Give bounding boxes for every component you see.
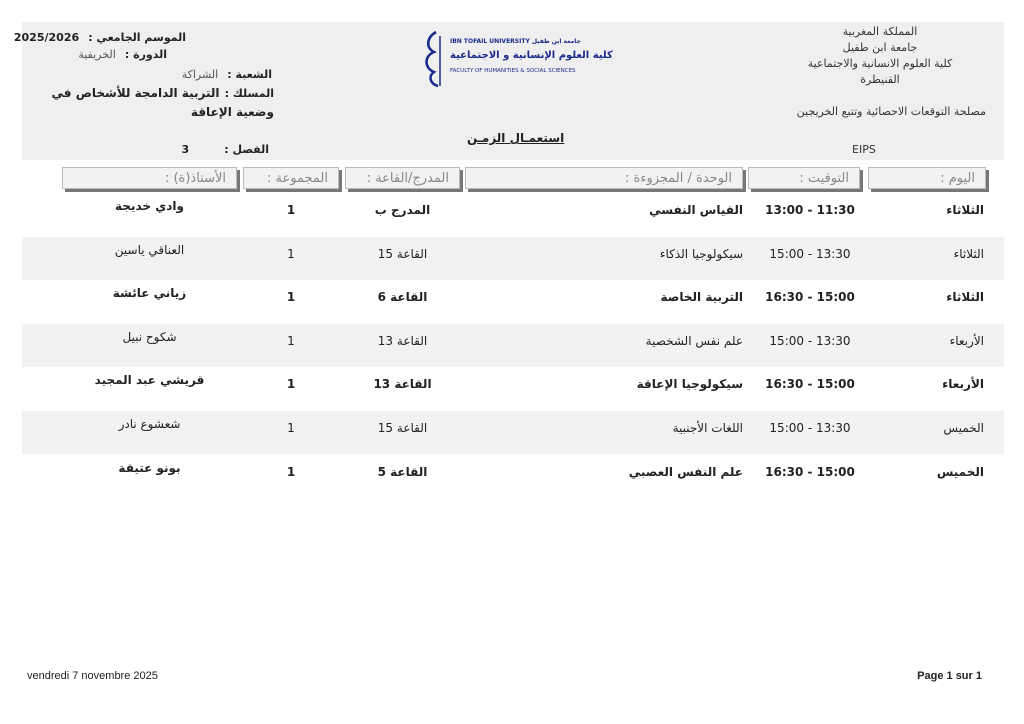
institution-line: القنيطرة [860, 73, 900, 86]
cell-day: الأربعاء [942, 377, 984, 392]
logo-text-line-2: كلية العلوم الإنسانية و الاجتماعية [450, 50, 613, 61]
cell-day: الخميس [936, 464, 984, 479]
season-value: 2025/2026 [13, 31, 80, 44]
season-label: الموسم الجامعي : [88, 31, 186, 44]
branch-label: الشعبة : [227, 68, 272, 81]
column-header-time: التوقيت : [748, 167, 860, 189]
page-title: استعمـال الزمـن [467, 131, 565, 145]
cell-group: 1 [286, 290, 296, 305]
logo-emblem-icon [425, 30, 441, 88]
column-header-group: المجموعة : [243, 167, 339, 189]
cell-time: 15:00 - 16:30 [765, 377, 855, 392]
session-value: الخريفية [78, 48, 116, 61]
cell-module: التربية الخاصة [660, 290, 744, 305]
cell-day: الثلاثاء [953, 246, 984, 261]
cell-group: 1 [286, 377, 296, 392]
institution-line: المملكة المغربية [842, 25, 918, 38]
column-header-room: المدرج/القاعة : [345, 167, 460, 189]
cell-room: القاعة 15 [377, 246, 428, 261]
track-label: المسلك : [224, 87, 274, 100]
cell-day: الثلاثاء [946, 203, 984, 217]
cell-teacher: شكوح نبيل [122, 329, 177, 344]
semester-label: الفصل : [224, 143, 269, 156]
cell-room: القاعة 5 [377, 464, 428, 479]
cell-module: علم النفس العصبي [628, 464, 743, 479]
page-number: Page 1 sur 1 [917, 670, 982, 682]
track-value: التربية الدامجة للأشخاص في وضعية الإعاقة [51, 86, 274, 119]
session-line: الدورة : الخريفية [78, 43, 167, 62]
institution-line: كلية العلوم الانسانية والاجتماعية [807, 57, 953, 70]
cell-day: الخميس [943, 421, 984, 435]
semester-value: 3 [181, 143, 190, 156]
cell-time: 13:30 - 15:00 [769, 246, 851, 261]
table-row: الأربعاء 13:30 - 15:00 علم نفس الشخصية القا… [22, 323, 1004, 367]
cell-group: 1 [287, 421, 295, 435]
print-date: vendredi 7 novembre 2025 [27, 670, 158, 682]
cell-day: الثلاثاء [946, 290, 984, 305]
logo-text-line-3: FACULTY OF HUMANITIES & SOCIAL SCIENCES [450, 68, 576, 74]
column-header-teacher: الأستاذ(ة) : [62, 167, 237, 189]
cell-group: 1 [286, 203, 296, 217]
cell-room: المدرج ب [374, 203, 431, 217]
column-header-module: الوحدة / المجزوءة : [465, 167, 743, 189]
cell-teacher: زياني عائشة [112, 286, 187, 301]
cell-time: 15:00 - 16:30 [765, 464, 855, 479]
cell-module: سيكولوجيا الإعاقة [636, 377, 743, 392]
cell-room: القاعة 6 [377, 290, 428, 305]
cell-time: 11:30 - 13:00 [765, 203, 855, 217]
cell-group: 1 [287, 333, 295, 348]
service-code: EIPS [852, 143, 876, 156]
cell-module: القياس النفسي [649, 203, 743, 217]
cell-room: القاعة 13 [377, 333, 428, 348]
cell-teacher: بونو عتيقة [118, 460, 181, 475]
cell-teacher: العناقي ياسين [114, 242, 185, 257]
cell-module: سيكولوجيا الذكاء [659, 246, 743, 261]
column-header-day: اليوم : [868, 167, 986, 189]
branch-value: الشراكة [181, 68, 219, 81]
cell-time: 13:30 - 15:00 [769, 333, 851, 348]
logo-text-line-1: IBN TOFAIL UNIVERSITY جامعة ابن طفيل [450, 38, 581, 45]
cell-room: القاعة 13 [373, 377, 432, 392]
institution-line: جامعة ابن طفيل [842, 41, 918, 54]
table-row: الثلاثاء 13:30 - 15:00 سيكولوجيا الذكاء الق… [22, 236, 1004, 280]
table-row: الخميس 13:30 - 15:00 اللغات الأجنبية القاعة… [22, 411, 1004, 454]
service-name: مصلحة التوقعات الاحصائية وتتبع الخريجين [796, 105, 986, 118]
table-row: الخميس 15:00 - 16:30 علم النفس العصبي القاع… [22, 455, 1004, 498]
document-header [22, 22, 1004, 160]
cell-time: 15:00 - 16:30 [765, 290, 855, 305]
cell-teacher: قريشي عبد المجيد [94, 373, 205, 388]
semester-line: الفصل : 3 [182, 138, 269, 157]
cell-module: اللغات الأجنبية [672, 421, 743, 435]
cell-group: 1 [287, 246, 295, 261]
cell-group: 1 [286, 464, 296, 479]
season-line: الموسم الجامعي : 2025/2026 [14, 26, 186, 45]
session-label: الدورة : [124, 48, 167, 61]
university-logo: IBN TOFAIL UNIVERSITY جامعة ابن طفيل كلي… [418, 28, 613, 88]
cell-room: القاعة 15 [377, 421, 428, 435]
institution-block: المملكة المغربية جامعة ابن طفيل كلية الع… [780, 24, 980, 88]
track-line: المسلك : التربية الدامجة للأشخاص في وضعي… [34, 83, 274, 121]
table-row: الأربعاء 15:00 - 16:30 سيكولوجيا الإعاقة ال… [22, 367, 1004, 410]
branch-line: الشعبة : الشراكة [182, 63, 272, 82]
table-row: الثلاثاء 11:30 - 13:00 القياس النفسي المدرج… [22, 193, 1004, 236]
cell-teacher: شعشوع نادر [118, 417, 181, 431]
cell-day: الأربعاء [949, 333, 984, 348]
cell-time: 13:30 - 15:00 [769, 421, 851, 435]
cell-module: علم نفس الشخصية [645, 333, 743, 348]
cell-teacher: وادي خديجة [115, 199, 184, 213]
table-row: الثلاثاء 15:00 - 16:30 التربية الخاصة القاع… [22, 280, 1004, 323]
